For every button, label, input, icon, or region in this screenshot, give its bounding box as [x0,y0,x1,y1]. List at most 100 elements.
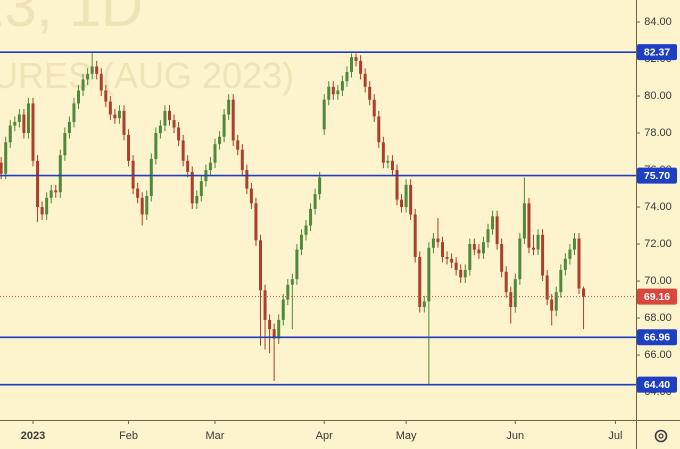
candle-body [158,125,162,134]
candle-body [199,181,203,196]
candle-body [227,99,231,115]
candle-body [386,160,390,163]
candle-body [145,195,149,215]
candle-body [495,216,499,245]
candle-body [541,234,545,276]
candle-body [554,292,558,311]
candle-body [31,103,35,161]
axes: 84.0082.0080.0078.0076.0074.0072.0070.00… [21,16,677,442]
candle-body [359,60,363,74]
candle-body [54,190,58,193]
candle-body [504,271,508,293]
candle-body [117,110,121,119]
candle-body [245,170,249,189]
candle-body [377,116,381,143]
x-tick-label: Feb [119,430,138,442]
y-tick-label: 78.00 [644,127,672,139]
candle-body [468,244,472,270]
candle-body [67,121,71,134]
candle-body [299,234,303,250]
level-label-bg [637,376,677,393]
candle-body [532,247,535,250]
y-tick-label: 68.00 [644,312,672,324]
settings-button[interactable] [654,429,668,443]
candle-body [536,234,540,250]
y-tick-label: 84.00 [644,16,672,28]
candle-body [249,188,253,204]
candle-body [113,114,117,119]
candle-body [395,170,399,200]
candle-body [363,73,367,87]
candle-body [13,121,17,126]
x-tick-label: Jul [608,430,622,442]
gear-icon[interactable] [654,429,668,443]
candle-body [390,160,394,171]
candle-body [222,114,226,137]
level-label-bg [637,44,677,61]
candle-body [172,120,176,128]
candle-body [336,90,340,95]
last-price-label: 69.16 [644,291,670,303]
candle-body [0,162,3,174]
candle-body [491,216,495,230]
candle-body [500,244,504,272]
candle-body [77,90,80,104]
candle-body [431,238,435,248]
y-tick-label: 66.00 [644,349,672,361]
candle-body [218,136,222,145]
candle-body [186,160,190,172]
candle-body [290,279,294,285]
x-tick-label: Jun [506,430,524,442]
candle-body [81,79,85,91]
candle-body [409,184,413,215]
level-label-bg [637,167,677,184]
level-label: 64.40 [644,379,670,391]
y-tick-label: 72.00 [644,238,672,250]
candle-body [331,86,335,95]
candle-body [40,207,44,215]
candle-body [454,262,458,270]
candle-body [472,244,476,250]
last-price-bg [637,288,677,305]
candle-body [350,57,353,72]
candle-body [181,140,185,161]
candle-body [527,203,531,248]
candle-body [263,290,267,320]
gear-center[interactable] [658,433,664,439]
candle-body [550,299,554,311]
candle-body [345,71,349,82]
candle-body [17,114,21,122]
candle-body [450,258,454,263]
candle-body [422,301,426,307]
candle-body [163,110,167,126]
watermark: 23, 1D [0,0,143,39]
candle-body [4,142,8,174]
candle-body [149,158,153,196]
candle-body [254,203,258,241]
level-label-bg [637,329,677,346]
candle-body [49,190,53,198]
candle-body [277,319,281,339]
candle-body [559,269,563,293]
candle-body [95,66,99,74]
x-tick-label: Apr [316,430,333,442]
candle-body [463,269,467,278]
candle-body [36,160,40,208]
candle-body [63,133,67,156]
candle-body [418,256,422,307]
candle-body [177,127,181,141]
candle-body [154,133,158,159]
candle-body [86,73,90,80]
candle-body [340,81,344,91]
candle-body [445,256,449,259]
x-tick-label: Mar [206,430,225,442]
candle-body [354,57,358,61]
candle-body [231,99,235,141]
candle-body [572,238,576,250]
candle-body [240,149,244,171]
y-tick-label: 74.00 [644,201,672,213]
candle-body [568,249,572,259]
candle-body [136,188,140,198]
